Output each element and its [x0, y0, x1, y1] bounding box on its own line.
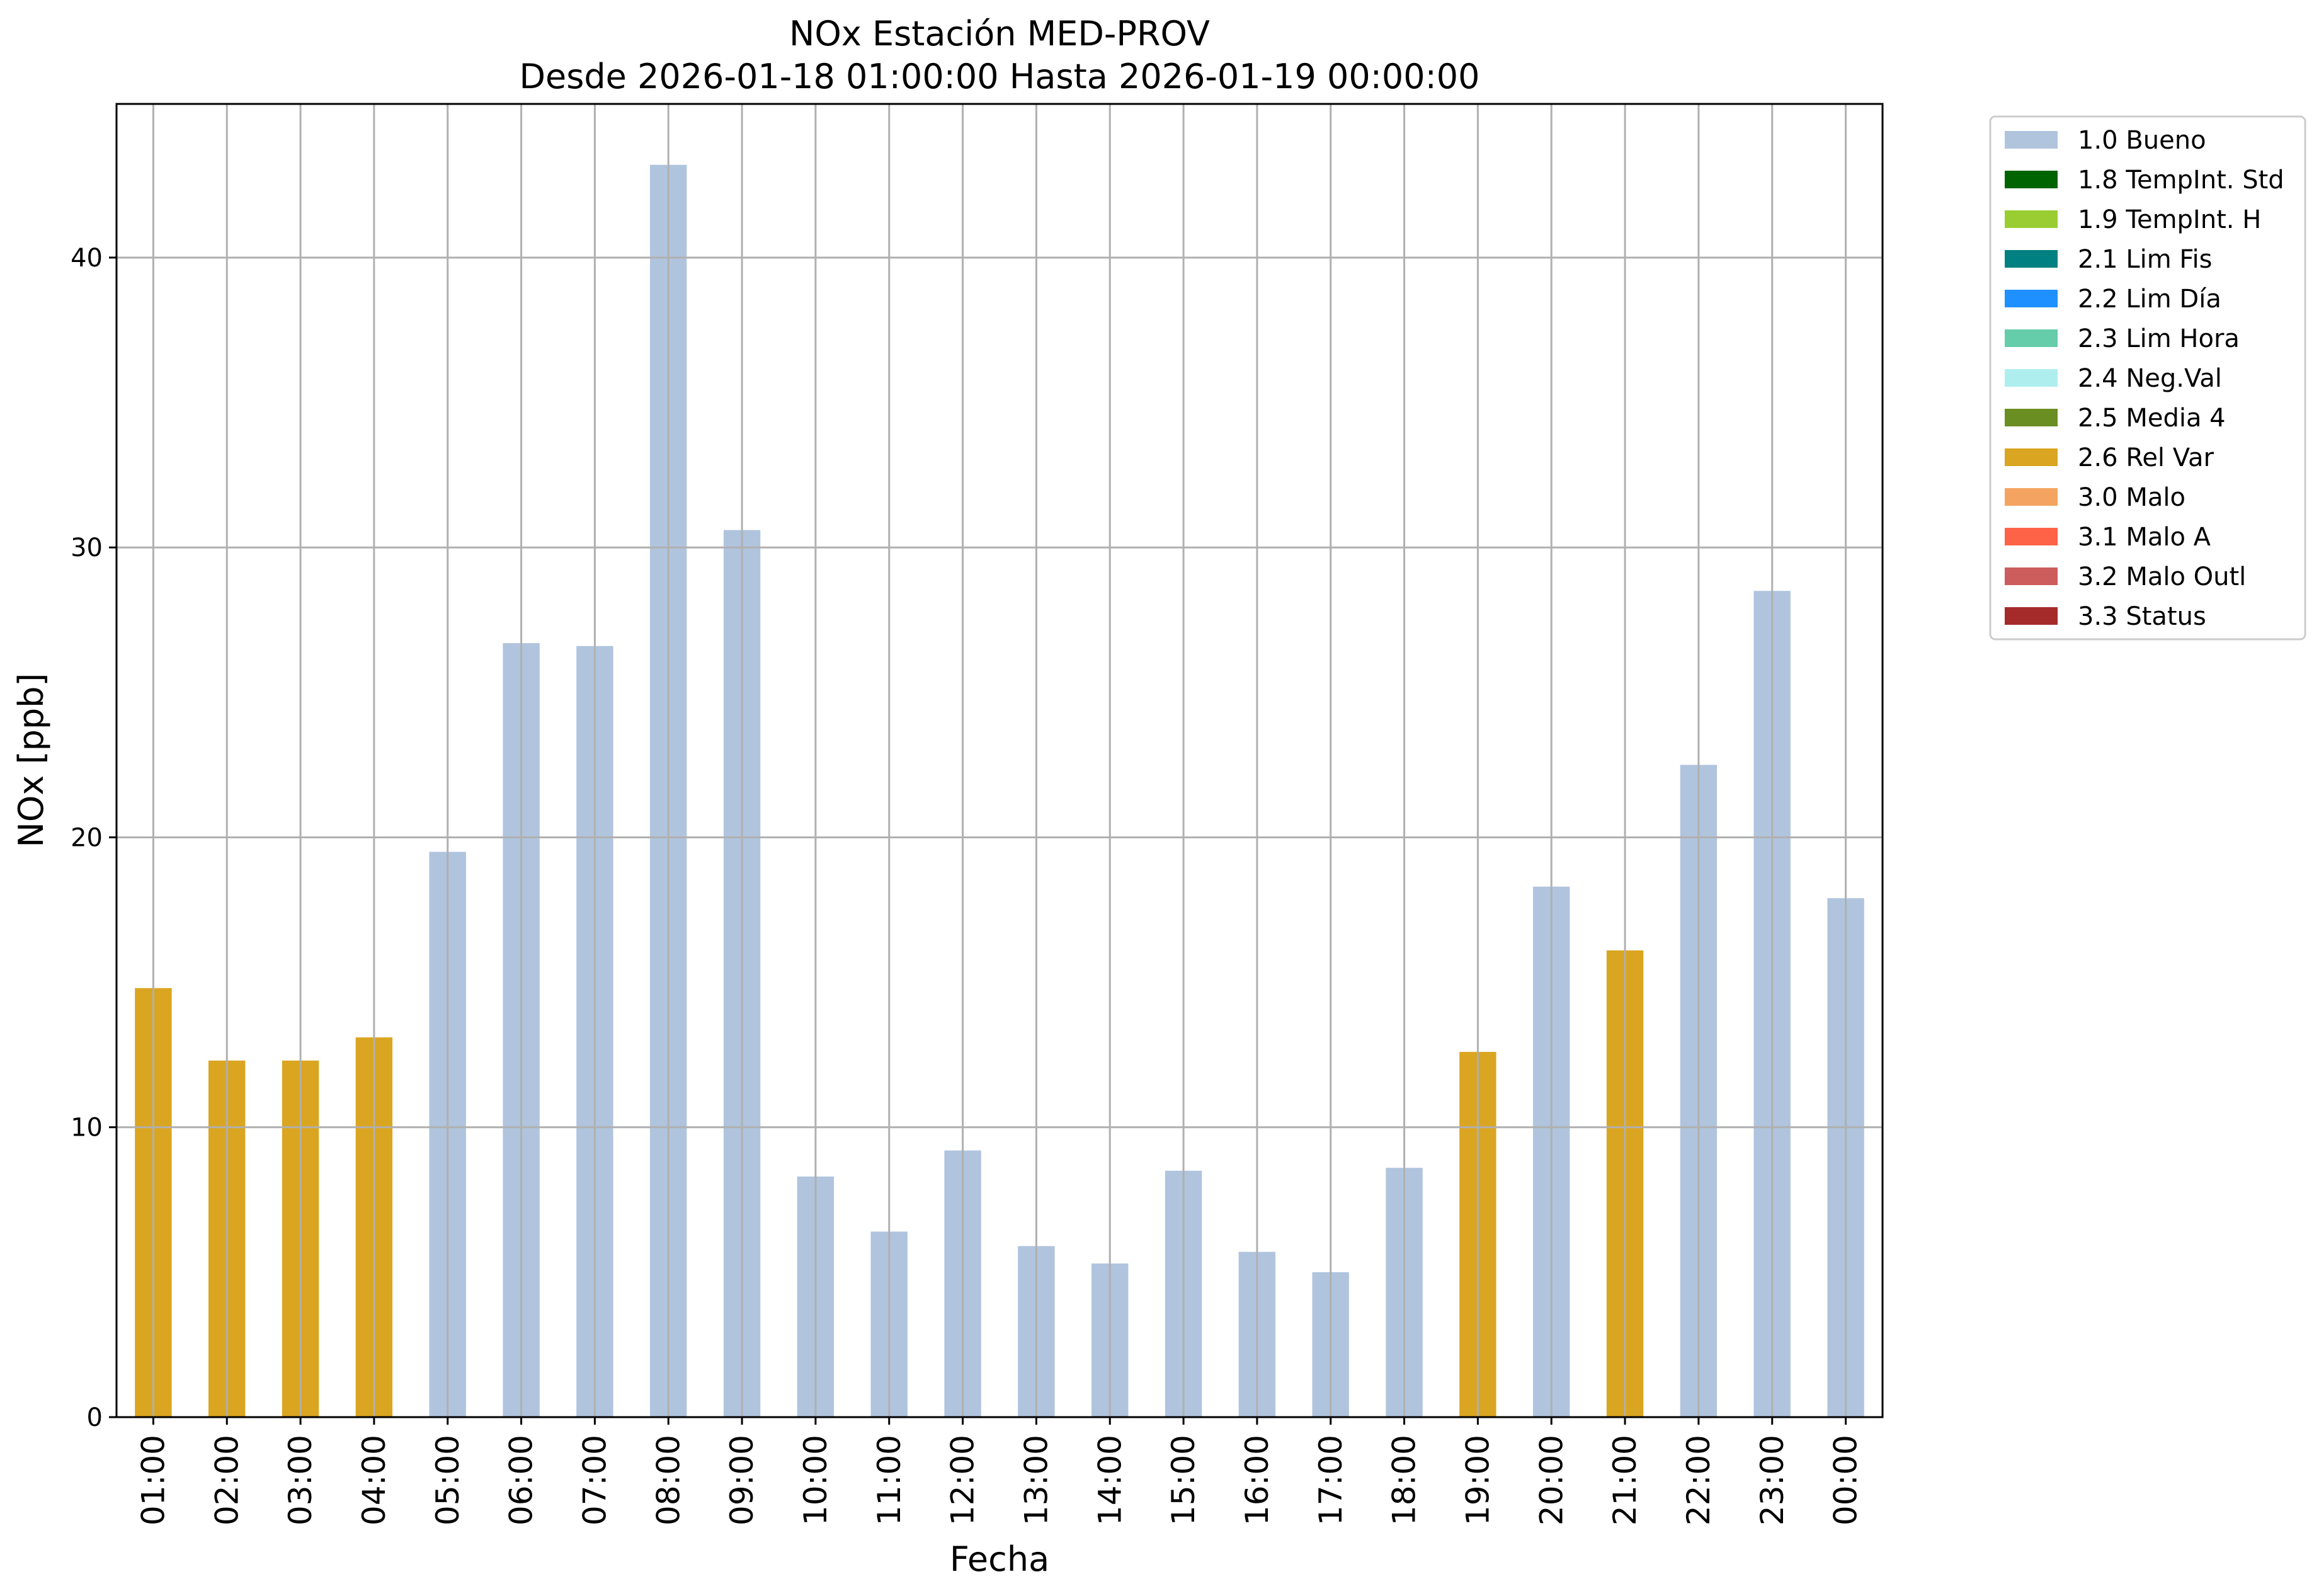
legend-label: 3.1 Malo A	[2078, 523, 2211, 552]
x-tick-label: 17:00	[1313, 1435, 1349, 1525]
legend-swatch	[2005, 607, 2058, 625]
legend-swatch	[2005, 329, 2058, 347]
x-tick-label: 14:00	[1091, 1435, 1128, 1525]
x-tick-label: 20:00	[1533, 1435, 1570, 1525]
x-tick-label: 15:00	[1165, 1435, 1202, 1525]
x-tick-label: 13:00	[1018, 1435, 1054, 1525]
legend-swatch	[2005, 528, 2058, 545]
legend-swatch	[2005, 171, 2058, 188]
x-tick-label: 11:00	[871, 1435, 908, 1525]
x-tick-label: 01:00	[135, 1435, 171, 1525]
x-tick-label: 04:00	[356, 1435, 392, 1525]
x-tick-label: 22:00	[1680, 1435, 1717, 1525]
legend-swatch	[2005, 369, 2058, 387]
x-tick-label: 18:00	[1386, 1435, 1423, 1525]
y-tick-label: 20	[71, 823, 103, 852]
legend-label: 1.9 TempInt. H	[2078, 205, 2261, 234]
plot-frame	[115, 103, 1884, 1418]
bar-series	[135, 104, 1864, 1418]
y-tick-label: 10	[71, 1114, 103, 1143]
y-tick-label: 0	[87, 1403, 103, 1432]
legend-label: 2.2 Lim Día	[2078, 285, 2221, 314]
legend-label: 2.5 Media 4	[2078, 404, 2226, 433]
y-axis-ticks: 0 10 20 30 40	[71, 244, 117, 1432]
x-tick-label: 12:00	[945, 1435, 981, 1525]
legend-label: 3.2 Malo Outl	[2078, 562, 2246, 591]
chart-subtitle: Desde 2026-01-18 01:00:00 Hasta 2026-01-…	[519, 57, 1479, 96]
legend-swatch	[2005, 250, 2058, 268]
legend-label: 2.3 Lim Hora	[2078, 324, 2240, 353]
x-tick-label: 02:00	[208, 1435, 245, 1525]
legend-label: 2.4 Neg.Val	[2078, 364, 2222, 393]
x-tick-label: 05:00	[430, 1435, 466, 1525]
legend-swatch	[2005, 131, 2058, 149]
chart-title: NOx Estación MED-PROV	[789, 14, 1210, 54]
x-tick-label: 10:00	[797, 1435, 834, 1525]
y-tick-label: 40	[71, 244, 103, 273]
legend-label: 2.1 Lim Fis	[2078, 245, 2212, 274]
x-tick-label: 09:00	[724, 1435, 760, 1525]
legend-swatch	[2005, 210, 2058, 228]
legend-swatch	[2005, 567, 2058, 585]
x-tick-label: 07:00	[576, 1435, 613, 1525]
legend-frame	[1989, 115, 2306, 641]
legend-label: 1.8 TempInt. Std	[2078, 166, 2284, 195]
legend-label: 3.3 Status	[2078, 602, 2206, 631]
x-tick-label: 19:00	[1459, 1435, 1496, 1525]
legend-label: 1.0 Bueno	[2078, 126, 2206, 155]
x-tick-label: 00:00	[1828, 1435, 1864, 1525]
x-tick-label: 03:00	[282, 1435, 319, 1525]
legend-swatch	[2005, 448, 2058, 466]
legend-label: 3.0 Malo	[2078, 483, 2185, 512]
legend-swatch	[2005, 409, 2058, 426]
legend-swatch	[2005, 290, 2058, 307]
y-tick-label: 30	[71, 533, 103, 562]
legend-swatch	[2005, 488, 2058, 506]
x-tick-label: 23:00	[1754, 1435, 1791, 1525]
x-tick-label: 16:00	[1239, 1435, 1275, 1525]
legend-label: 2.6 Rel Var	[2078, 443, 2214, 472]
x-axis-ticks: 01:00 02:00 03:00 04:00 05:00 06:00 07:00 08:00…	[135, 1417, 1864, 1525]
x-tick-label: 06:00	[503, 1435, 540, 1525]
y-axis-label: NOx [ppb]	[11, 673, 51, 848]
x-tick-label: 21:00	[1607, 1435, 1643, 1525]
x-axis-label: Fecha	[950, 1539, 1049, 1579]
x-tick-label: 08:00	[650, 1435, 687, 1525]
legend: 1.0 Bueno 1.8 TempInt. Std 1.9 TempInt. H 2…	[1989, 115, 2306, 641]
